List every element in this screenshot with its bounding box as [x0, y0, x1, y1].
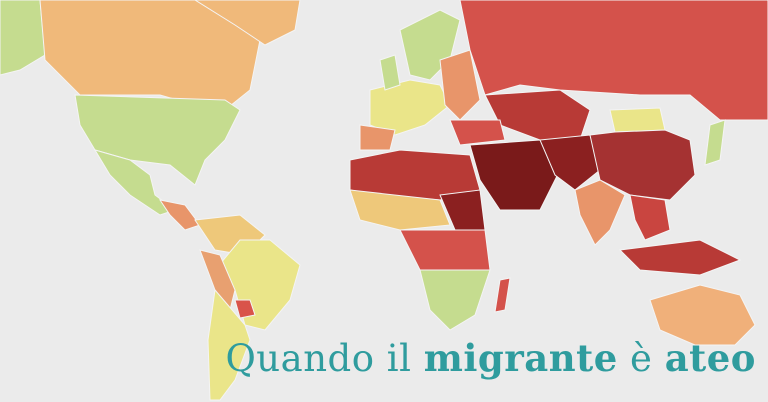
andes — [199, 249, 236, 312]
headline-part: Quando il — [225, 337, 412, 380]
western-europe — [369, 79, 451, 136]
headline-bold: migrante — [423, 336, 618, 380]
japan — [704, 119, 726, 166]
usa — [74, 94, 241, 186]
turkey-caucasus — [449, 119, 506, 146]
southern-africa — [419, 269, 491, 331]
southeast-asia — [629, 194, 671, 241]
australia — [649, 284, 756, 346]
headline-bold: ateo — [664, 336, 756, 380]
uk — [379, 54, 401, 91]
headline-part: è — [630, 337, 653, 380]
russia — [459, 0, 768, 121]
sahel — [349, 189, 451, 231]
india — [574, 179, 626, 246]
madagascar — [494, 277, 511, 313]
greenland — [194, 0, 301, 46]
mongolia — [609, 107, 666, 133]
central-america — [158, 199, 201, 231]
south-cone — [207, 288, 251, 401]
eastern-europe — [439, 49, 481, 121]
indonesia — [618, 239, 742, 276]
paraguay — [234, 299, 256, 319]
iran-afghanistan — [539, 134, 601, 191]
alaska — [0, 0, 46, 76]
china — [589, 129, 696, 201]
headline: Quando il migrante è ateo — [225, 336, 756, 380]
iberia — [359, 124, 396, 151]
